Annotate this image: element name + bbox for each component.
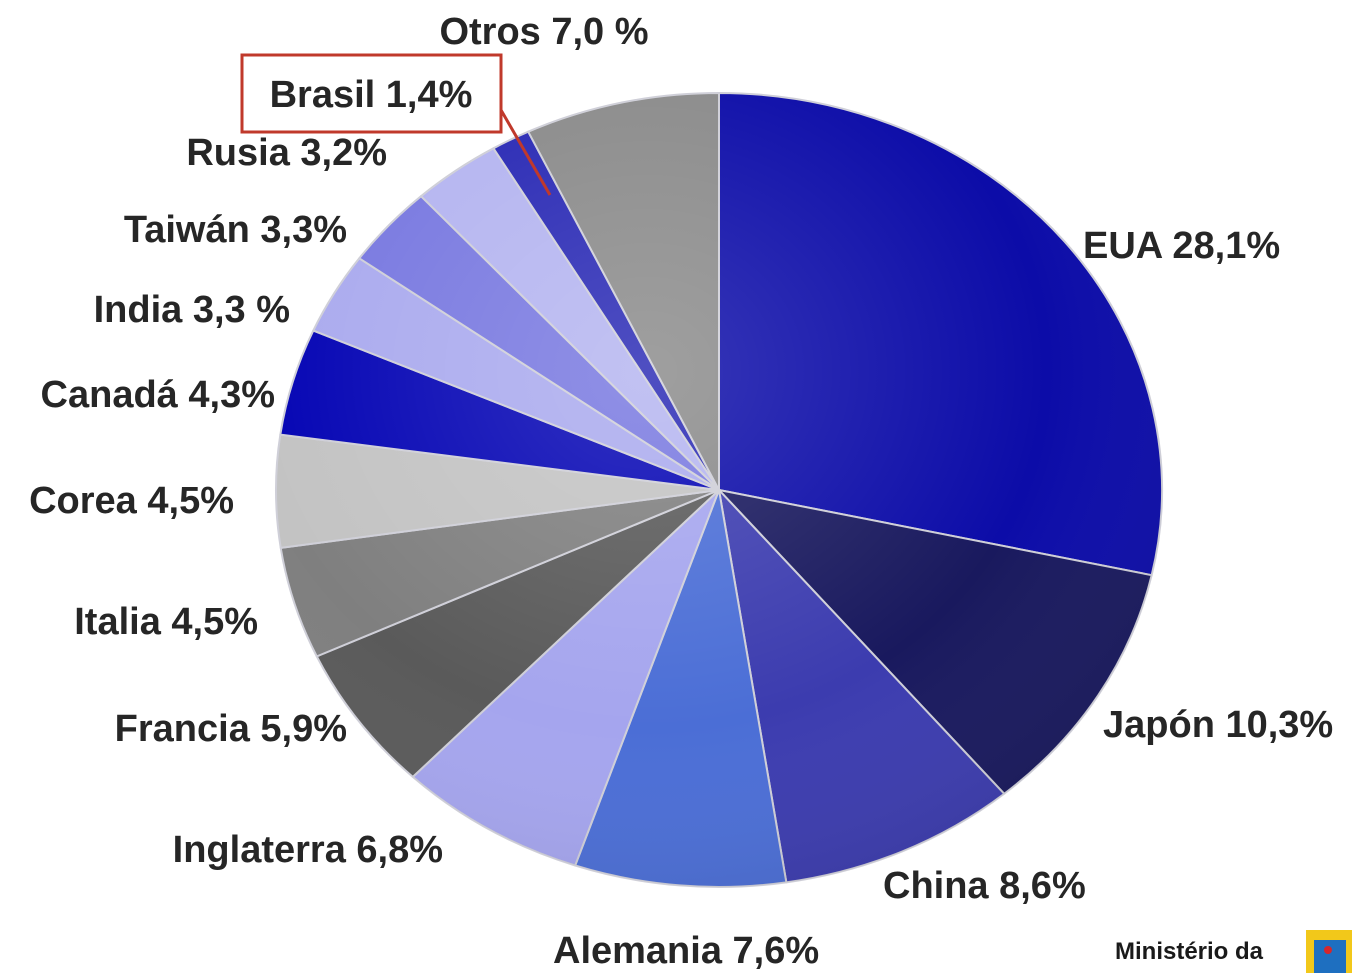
slice-label-china: China 8,6% [883,865,1086,907]
slice-label-japon: Japón 10,3% [1103,704,1333,746]
brasil-callout [240,53,552,196]
slice-label-india: India 3,3 % [94,289,290,331]
slice-label-eua: EUA 28,1% [1083,225,1280,267]
slice-label-italia: Italia 4,5% [74,601,258,643]
slice-label-canada: Canadá 4,3% [41,374,275,416]
footer-text: Ministério da [1115,938,1264,965]
slice-label-taiwan: Taiwán 3,3% [124,209,347,251]
slice-label-otros: Otros 7,0 % [439,11,648,53]
brasil-leader-line [499,109,552,196]
slice-label-brasil: Brasil 1,4% [270,74,473,116]
pie-slices [275,92,1163,888]
ministry-logo [1306,930,1352,973]
logo-dot [1324,946,1332,954]
logo-inner [1314,940,1346,973]
slice-label-francia: Francia 5,9% [115,708,347,750]
brasil-highlight-box [240,53,503,134]
slice-label-rusia: Rusia 3,2% [186,132,387,174]
slice-label-corea: Corea 4,5% [29,480,234,522]
slice-label-alemania: Alemania 7,6% [553,930,819,972]
slice-label-inglaterra: Inglaterra 6,8% [173,829,443,871]
slice-labels: EUA 28,1% Japón 10,3% China 8,6% Alemania 7… [29,11,1333,972]
